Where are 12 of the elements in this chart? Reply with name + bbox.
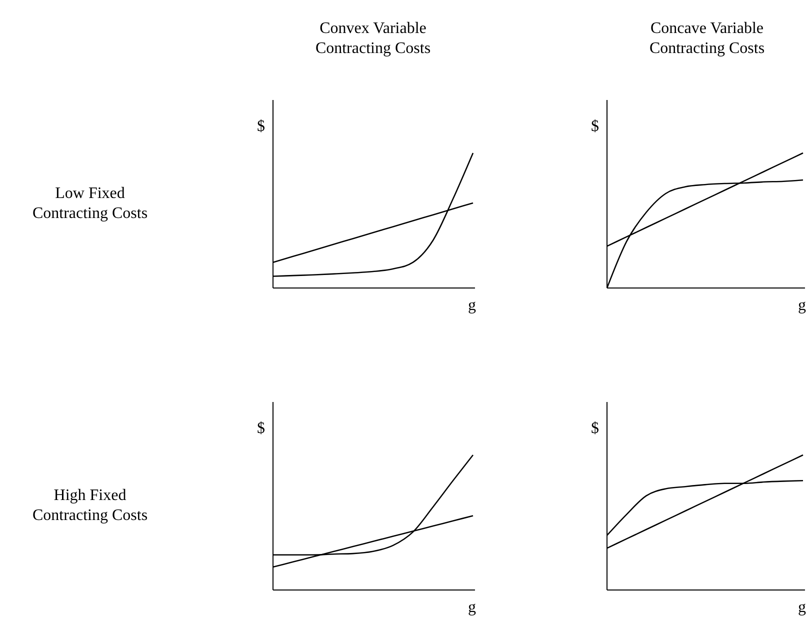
y-axis-title: $ [591,420,599,437]
text: High Fixed Contracting Costs [32,487,148,524]
chart-title: Concave Variable Contracting Costs [649,20,765,57]
y-axis-title: $ [591,118,599,135]
y-axis-title: $ [257,420,265,437]
text: Low Fixed Contracting Costs [32,185,148,222]
x-axis-title: g [468,297,476,314]
x-axis-title: g [798,297,806,314]
y-axis-title: $ [257,118,265,135]
x-axis-title: g [798,599,806,616]
chart-title: Convex Variable Contracting Costs [315,20,431,57]
x-axis-title: g [468,599,476,616]
